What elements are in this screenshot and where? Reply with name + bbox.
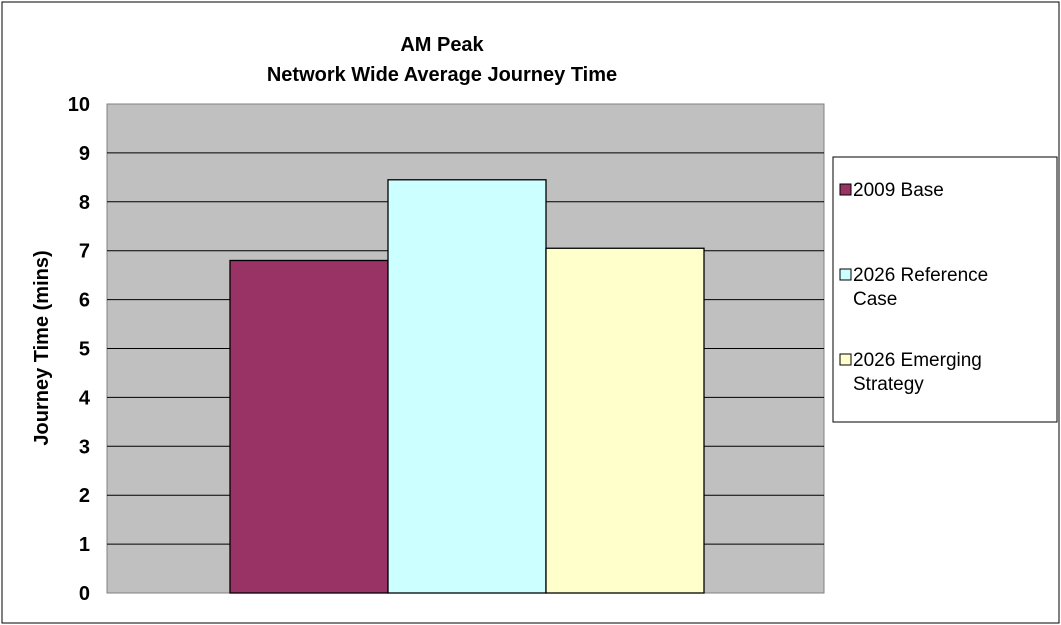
y-tick-label: 6 (79, 290, 90, 312)
legend-swatch-2009-base (839, 183, 852, 196)
bar-2009-base (229, 259, 389, 594)
y-tick-label: 3 (79, 436, 90, 458)
bars (229, 179, 705, 594)
y-axis-label: Journey Time (mins) (31, 250, 53, 445)
y-axis-ticks: 0 1 2 3 4 5 6 7 8 9 10 (68, 94, 91, 605)
y-tick-label: 1 (79, 534, 90, 556)
y-tick-label: 7 (79, 241, 90, 263)
legend-label-2026-emerging-strategy: Strategy (853, 374, 924, 395)
legend-label-2026-reference-case: Case (853, 289, 897, 310)
legend-label-2026-reference-case: 2026 Reference (853, 265, 988, 286)
y-tick-label: 8 (79, 192, 90, 214)
legend-swatch-2026-reference-case (839, 268, 852, 281)
bar-2026-emerging-strategy (545, 247, 705, 594)
y-tick-label: 5 (79, 339, 90, 361)
chart-title-line-1: AM Peak (400, 34, 484, 56)
y-tick-label: 0 (79, 583, 90, 605)
y-tick-label: 2 (79, 485, 90, 507)
plot-area (106, 103, 825, 594)
y-tick-label: 4 (79, 387, 91, 409)
legend-label-2009-base: 2009 Base (853, 180, 944, 201)
y-tick-label: 9 (79, 143, 90, 165)
legend: 2009 Base 2026 Reference Case 2026 Emerging… (832, 156, 1058, 423)
legend-label-2026-emerging-strategy: 2026 Emerging (853, 350, 982, 371)
y-tick-label: 10 (68, 94, 90, 116)
legend-box (832, 156, 1058, 423)
bar-2026-reference-case (387, 179, 547, 594)
legend-swatch-2026-emerging-strategy (839, 353, 852, 366)
chart-title-line-2: Network Wide Average Journey Time (267, 64, 617, 86)
